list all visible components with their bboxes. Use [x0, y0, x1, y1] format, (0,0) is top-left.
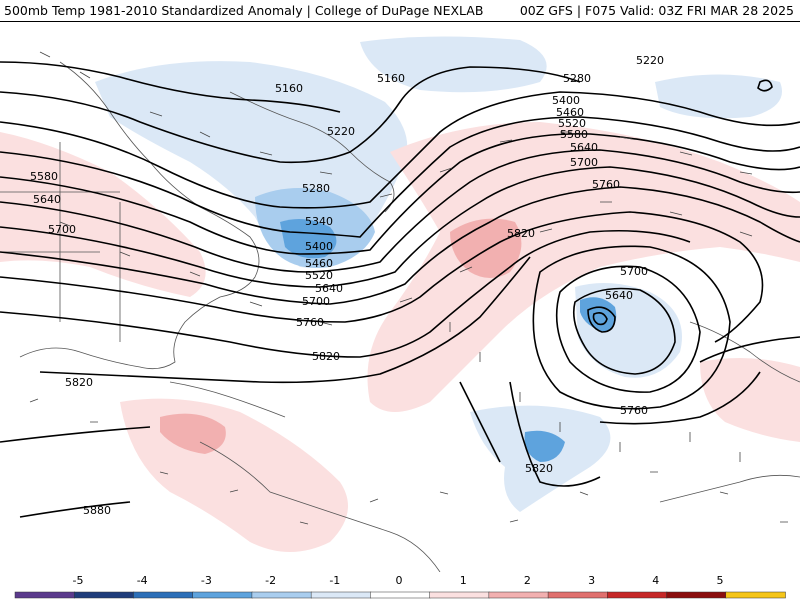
- colorbar-segment: [192, 591, 253, 599]
- anomaly-colorbar: -5 -4 -3 -2 -1 0 1 2 3 4 5: [14, 574, 786, 599]
- contour-label: 5640: [605, 289, 633, 302]
- colorbar-segment: [725, 591, 786, 599]
- contour-label: 5580: [30, 170, 58, 183]
- colorbar-tick-label: -3: [201, 574, 212, 587]
- colorbar-segment: [429, 591, 490, 599]
- colorbar-tick-label: -2: [265, 574, 276, 587]
- warm-anomaly-caribbean: [120, 398, 348, 552]
- cold-anomaly-tropics-core: [524, 430, 565, 462]
- contour-label: 5400: [552, 94, 580, 107]
- colorbar-tick-label: 0: [396, 574, 403, 587]
- height-contours: [0, 61, 800, 518]
- cold-anomaly-atlantic-north: [655, 74, 782, 119]
- contour-label: 5820: [312, 350, 340, 363]
- warm-anomaly-atlantic-band: [367, 122, 800, 412]
- colorbar-tick-label: -4: [137, 574, 148, 587]
- contour-label: 5460: [556, 106, 584, 119]
- wind-barbs: [29, 51, 788, 525]
- contour-labels: 5160 5160 5220 5220 5280 5280 5340 5400 …: [30, 54, 664, 517]
- map-header: 500mb Temp 1981-2010 Standardized Anomal…: [0, 0, 800, 22]
- contour-label: 5220: [636, 54, 664, 67]
- contour-label: 5700: [620, 265, 648, 278]
- cold-anomaly-cutoff-core: [580, 297, 617, 332]
- weather-map: 5160 5160 5220 5220 5280 5280 5340 5400 …: [0, 36, 800, 572]
- contour-label: 5700: [48, 223, 76, 236]
- colorbar-segment: [73, 591, 135, 599]
- model-run-info: 00Z GFS | F075 Valid: 03Z FRI MAR 28 202…: [519, 3, 794, 18]
- colorbar-segment: [310, 591, 372, 599]
- contour-label: 5760: [620, 404, 648, 417]
- cold-anomaly-core: [280, 218, 337, 259]
- contour-label: 5640: [570, 141, 598, 154]
- colorbar-tick-label: 1: [460, 574, 467, 587]
- contour-label: 5820: [525, 462, 553, 475]
- cold-anomaly-greenland: [360, 36, 547, 93]
- contour-label: 5640: [33, 193, 61, 206]
- contour-label: 5580: [560, 128, 588, 141]
- cold-anomaly-shading: [95, 36, 782, 512]
- colorbar-tick-label: 2: [524, 574, 531, 587]
- contour-label: 5460: [305, 257, 333, 270]
- colorbar-segment: [251, 591, 312, 599]
- colorbar-segment: [547, 591, 609, 599]
- warm-anomaly-caribbean-core: [160, 413, 226, 454]
- contour-label: 5220: [327, 125, 355, 138]
- map-title: 500mb Temp 1981-2010 Standardized Anomal…: [4, 3, 484, 18]
- colorbar-segment: [133, 591, 194, 599]
- colorbar-segment: [14, 591, 75, 599]
- colorbar-tick-label: 4: [652, 574, 659, 587]
- warm-anomaly-central-us: [0, 132, 206, 297]
- colorbar-tick-label: 5: [717, 574, 724, 587]
- colorbar-tick-label: -5: [73, 574, 84, 587]
- contour-label: 5160: [377, 72, 405, 85]
- contour-label: 5820: [507, 227, 535, 240]
- contour-label: 5400: [305, 240, 333, 253]
- colorbar-segment: [488, 591, 549, 599]
- contour-label: 5880: [83, 504, 111, 517]
- colorbar-segment: [607, 591, 668, 599]
- contour-label: 5640: [315, 282, 343, 295]
- contour-label: 5760: [296, 316, 324, 329]
- contour-label: 5340: [305, 215, 333, 228]
- contour-label: 5280: [563, 72, 591, 85]
- colorbar-segment: [666, 591, 727, 599]
- colorbar-segment: [370, 591, 431, 599]
- colorbar-strip: [14, 591, 786, 599]
- contour-label: 5160: [275, 82, 303, 95]
- colorbar-ticks: -5 -4 -3 -2 -1 0 1 2 3 4 5: [73, 574, 724, 587]
- contour-label: 5520: [558, 117, 586, 130]
- contour-label: 5820: [65, 376, 93, 389]
- warm-anomaly-africa: [700, 358, 800, 442]
- contour-label: 5700: [302, 295, 330, 308]
- contour-label: 5280: [302, 182, 330, 195]
- colorbar-tick-label: 3: [588, 574, 595, 587]
- contour-label: 5760: [592, 178, 620, 191]
- contour-label: 5700: [570, 156, 598, 169]
- contour-label: 5520: [305, 269, 333, 282]
- colorbar-tick-label: -1: [329, 574, 340, 587]
